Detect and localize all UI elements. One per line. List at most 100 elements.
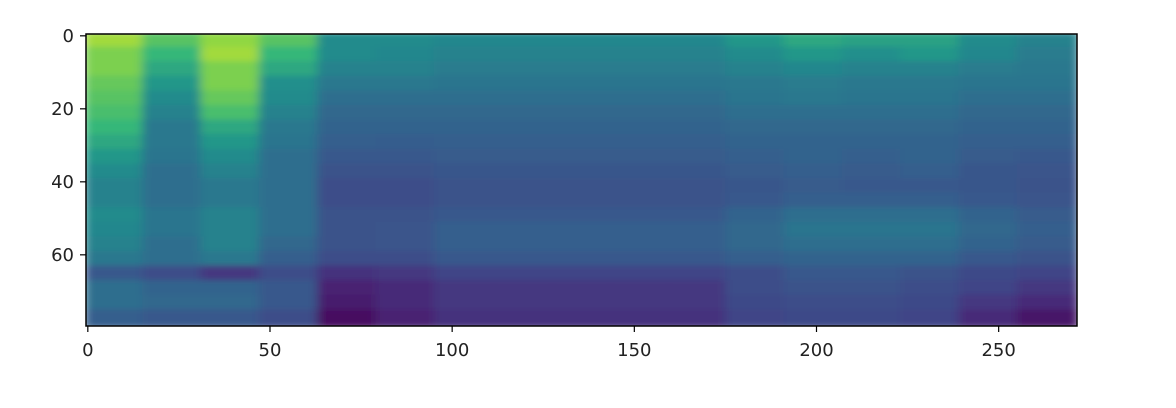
heatmap-cell bbox=[783, 46, 846, 66]
heatmap-cell bbox=[258, 119, 322, 139]
heatmap-cell bbox=[86, 105, 147, 124]
heatmap-cell bbox=[666, 280, 730, 299]
heatmap-cell bbox=[375, 90, 438, 109]
heatmap-cell bbox=[841, 163, 905, 182]
heatmap-cell bbox=[841, 61, 905, 80]
heatmap-cell bbox=[1016, 46, 1077, 66]
heatmap-cell bbox=[550, 134, 613, 153]
heatmap-cell bbox=[783, 309, 846, 326]
heatmap-cell bbox=[958, 34, 1021, 51]
heatmap-cell bbox=[900, 90, 963, 109]
heatmap-cell bbox=[317, 163, 380, 182]
heatmap-cell bbox=[200, 105, 263, 124]
heatmap-cell bbox=[86, 163, 147, 182]
heatmap-cell bbox=[841, 46, 905, 66]
heatmap-cell bbox=[958, 61, 1021, 80]
heatmap-cell bbox=[666, 294, 730, 314]
heatmap-cell bbox=[1016, 192, 1077, 212]
axes-frame bbox=[85, 33, 1078, 327]
heatmap-cell bbox=[492, 221, 555, 241]
heatmap-cell bbox=[433, 75, 497, 95]
heatmap-cell bbox=[375, 46, 438, 66]
heatmap-cell bbox=[492, 178, 555, 197]
heatmap-cell bbox=[492, 294, 555, 314]
y-tick-label: 60 bbox=[51, 245, 74, 266]
heatmap-cell bbox=[142, 34, 205, 51]
heatmap-cell bbox=[433, 309, 497, 326]
heatmap-cell bbox=[958, 265, 1021, 285]
heatmap-cell bbox=[142, 163, 205, 182]
heatmap-cell bbox=[375, 221, 438, 241]
heatmap-cell bbox=[375, 178, 438, 197]
heatmap-cell bbox=[433, 90, 497, 109]
heatmap-cell bbox=[900, 221, 963, 241]
heatmap-cell bbox=[841, 34, 905, 51]
heatmap-cell bbox=[666, 236, 730, 255]
heatmap-cell bbox=[317, 90, 380, 109]
heatmap-cell bbox=[317, 119, 380, 139]
heatmap-cell bbox=[492, 119, 555, 139]
heatmap-cell bbox=[783, 148, 846, 168]
heatmap-cell bbox=[841, 294, 905, 314]
heatmap-cell bbox=[433, 119, 497, 139]
heatmap-cell bbox=[200, 90, 263, 109]
heatmap-cell bbox=[958, 134, 1021, 153]
heatmap-cell bbox=[608, 148, 671, 168]
heatmap-cell bbox=[1016, 251, 1077, 270]
heatmap-cell bbox=[200, 192, 263, 212]
heatmap-cell bbox=[433, 251, 497, 270]
heatmap-cell bbox=[550, 148, 613, 168]
x-tick-label: 150 bbox=[617, 340, 651, 361]
heatmap-cell bbox=[550, 90, 613, 109]
heatmap-cell bbox=[317, 192, 380, 212]
heatmap-cell bbox=[1016, 34, 1077, 51]
heatmap-cell bbox=[86, 309, 147, 326]
heatmap-cell bbox=[550, 178, 613, 197]
heatmap-cell bbox=[86, 251, 147, 270]
heatmap-cell bbox=[550, 119, 613, 139]
heatmap-cell bbox=[86, 90, 147, 109]
heatmap-cell bbox=[86, 148, 147, 168]
heatmap-cell bbox=[725, 163, 788, 182]
heatmap-cell bbox=[666, 251, 730, 270]
heatmap-cell bbox=[783, 61, 846, 80]
heatmap-cell bbox=[492, 280, 555, 299]
heatmap-cell bbox=[86, 221, 147, 241]
heatmap-cell bbox=[841, 236, 905, 255]
heatmap-cell bbox=[608, 265, 671, 285]
heatmap-cell bbox=[783, 251, 846, 270]
heatmap-cell bbox=[666, 46, 730, 66]
heatmap-cell bbox=[492, 163, 555, 182]
heatmap-cell bbox=[433, 192, 497, 212]
heatmap-cell bbox=[433, 178, 497, 197]
heatmap-cell bbox=[258, 105, 322, 124]
heatmap-cell bbox=[200, 236, 263, 255]
heatmap-cell bbox=[725, 148, 788, 168]
heatmap-cell bbox=[433, 61, 497, 80]
heatmap-cell bbox=[200, 163, 263, 182]
heatmap-cell bbox=[958, 309, 1021, 326]
heatmap-cell bbox=[86, 134, 147, 153]
heatmap-cell bbox=[900, 105, 963, 124]
heatmap-cell bbox=[900, 178, 963, 197]
heatmap-cell bbox=[783, 192, 846, 212]
heatmap-cell bbox=[258, 192, 322, 212]
heatmap-cell bbox=[317, 251, 380, 270]
heatmap-cell bbox=[666, 105, 730, 124]
y-tick-label: 0 bbox=[63, 26, 74, 47]
heatmap-cell bbox=[1016, 236, 1077, 255]
heatmap-cell bbox=[900, 192, 963, 212]
heatmap-cell bbox=[142, 192, 205, 212]
heatmap-cell bbox=[1016, 265, 1077, 285]
heatmap-cell bbox=[142, 178, 205, 197]
heatmap-cell bbox=[258, 221, 322, 241]
heatmap-cell bbox=[86, 178, 147, 197]
heatmap-cell bbox=[608, 178, 671, 197]
heatmap-cell bbox=[86, 294, 147, 314]
heatmap-cell bbox=[258, 236, 322, 255]
x-tick-label: 100 bbox=[435, 340, 469, 361]
heatmap-cell bbox=[783, 119, 846, 139]
heatmap-cell bbox=[841, 309, 905, 326]
heatmap-cell bbox=[666, 207, 730, 226]
heatmap-cell bbox=[550, 265, 613, 285]
